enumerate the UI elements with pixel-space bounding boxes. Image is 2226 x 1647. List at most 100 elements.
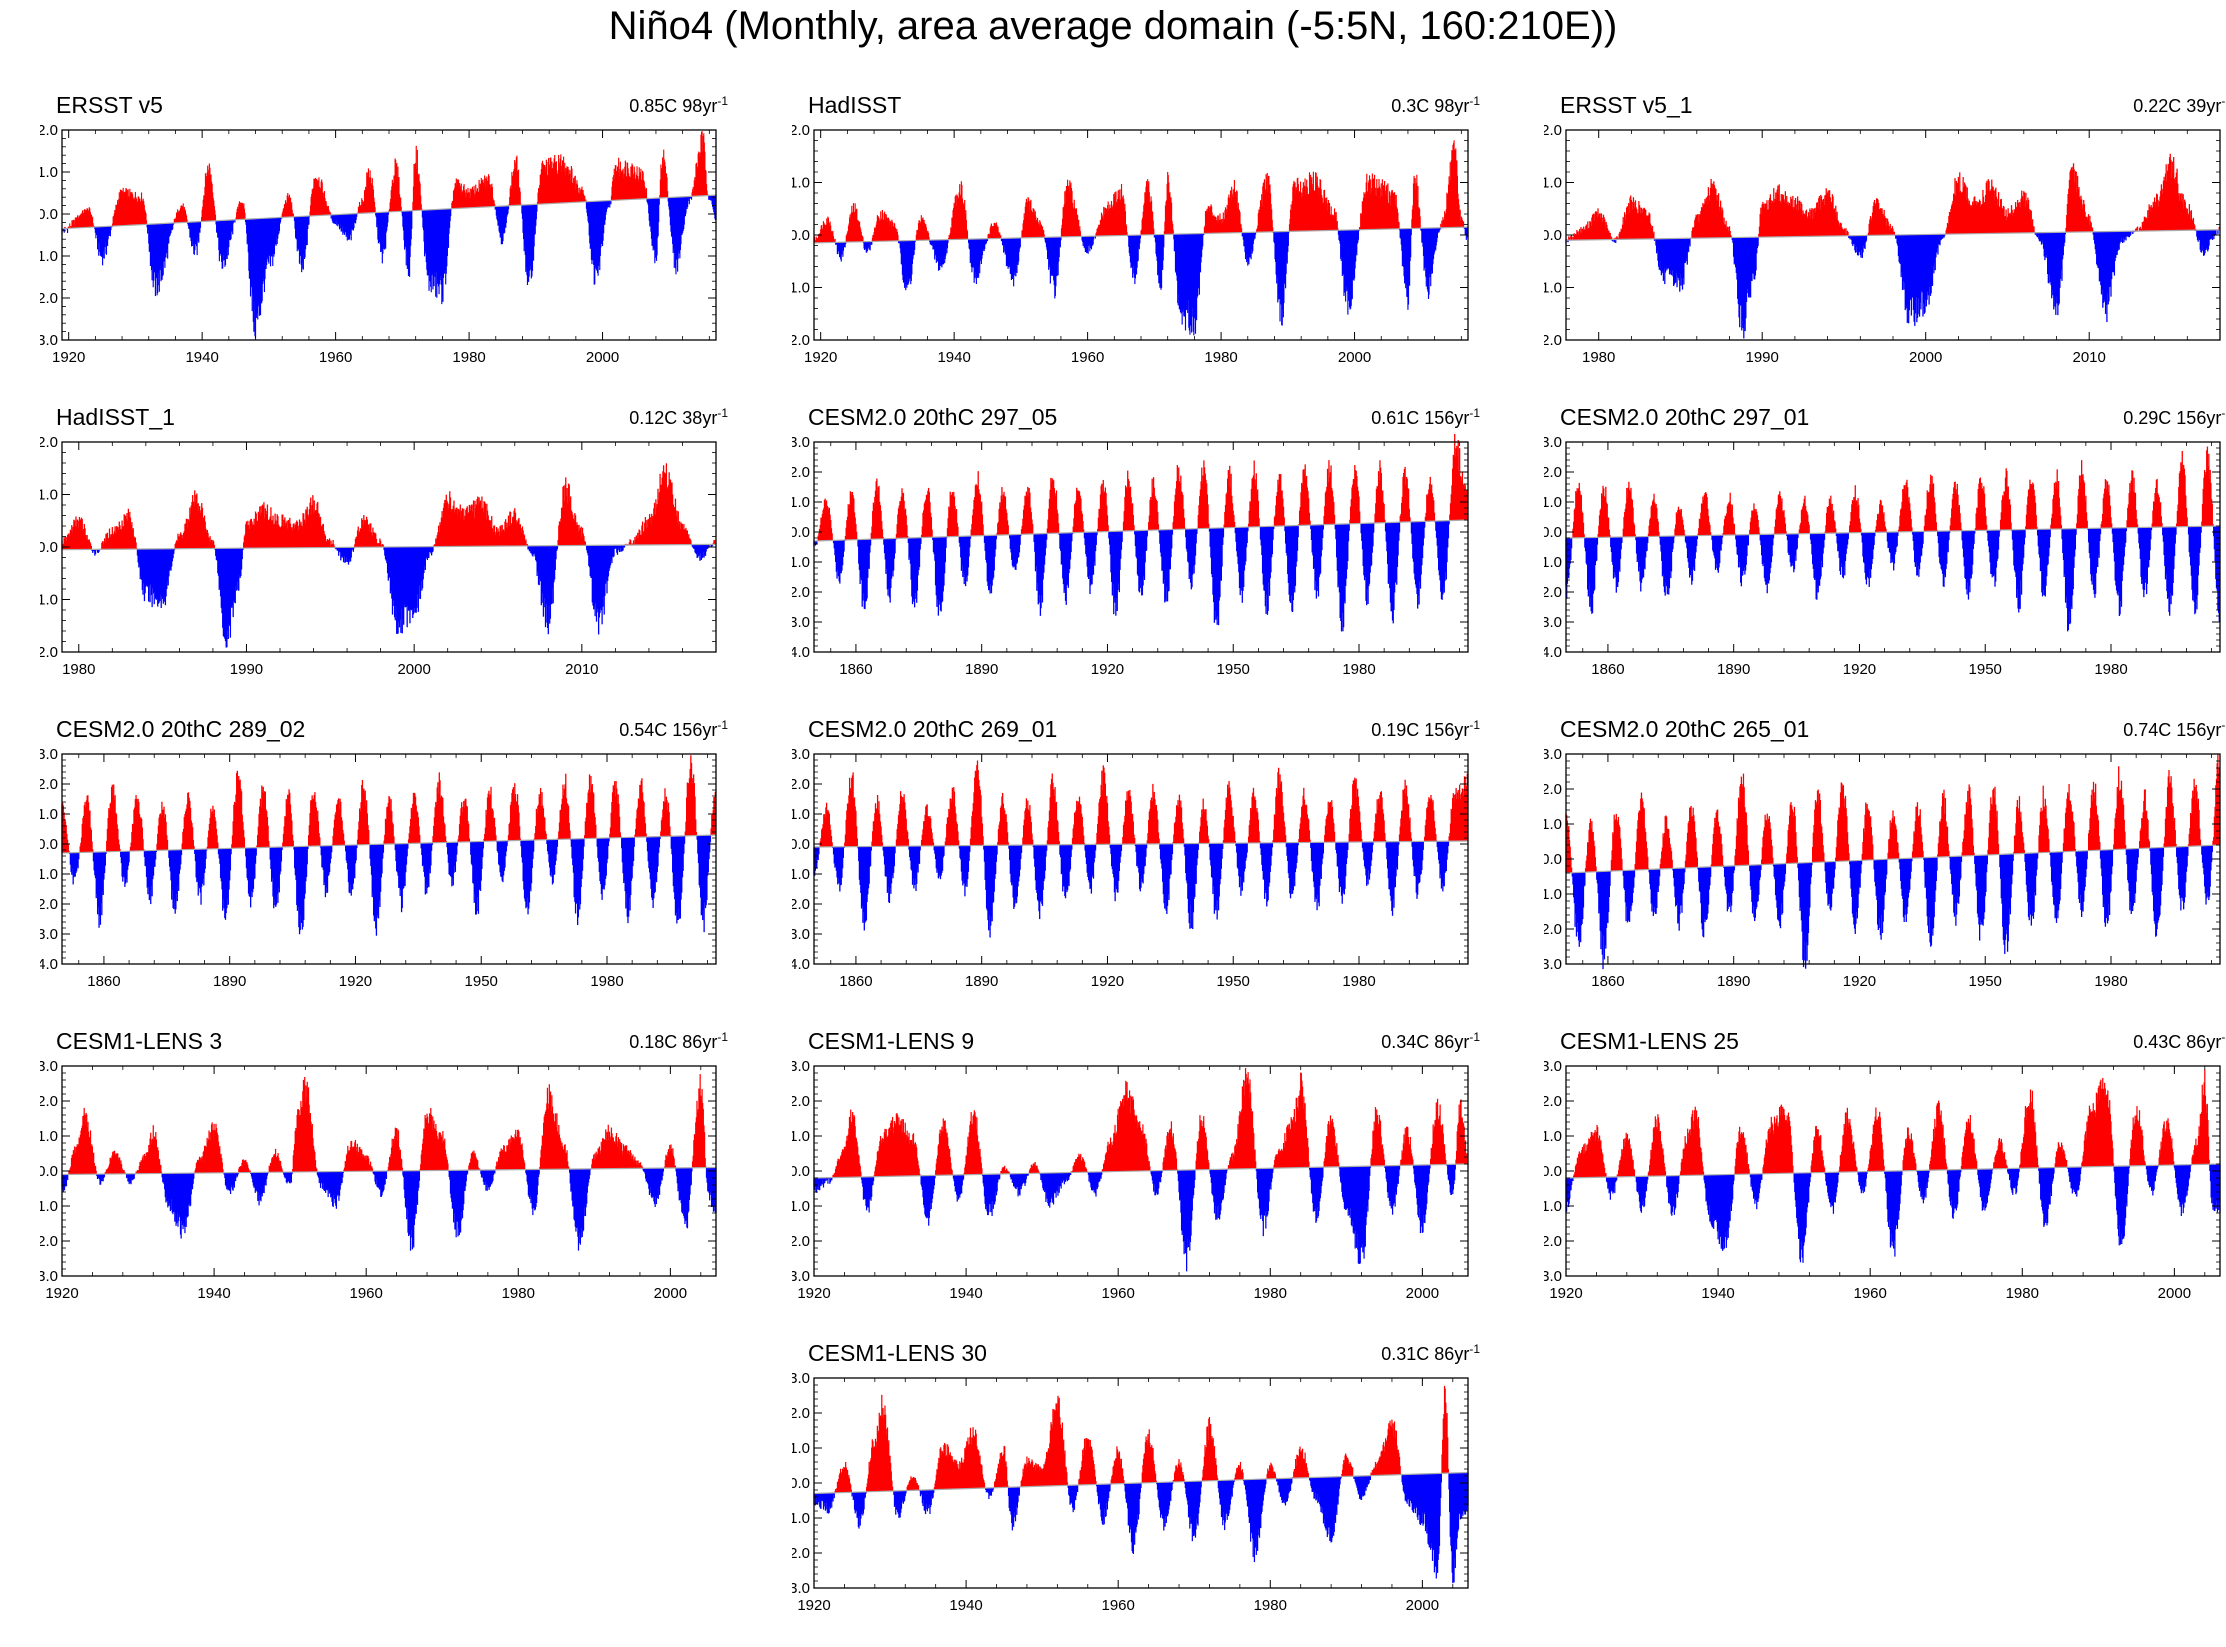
- positive-anomaly-bar: [289, 517, 291, 548]
- negative-anomaly-bar: [2104, 231, 2106, 300]
- negative-anomaly-bar: [995, 535, 997, 550]
- positive-anomaly-bar: [491, 528, 494, 547]
- negative-anomaly-bar: [1937, 234, 1939, 255]
- negative-anomaly-bar: [346, 547, 348, 562]
- positive-anomaly-bar: [103, 538, 106, 550]
- positive-anomaly-bar: [377, 543, 380, 548]
- negative-anomaly-bar: [865, 539, 867, 602]
- negative-anomaly-bar: [1848, 235, 1850, 238]
- negative-anomaly-bar: [540, 545, 542, 606]
- positive-anomaly-bar: [1650, 225, 1652, 239]
- positive-anomaly-bar: [2005, 209, 2007, 234]
- positive-anomaly-bar: [855, 524, 857, 540]
- positive-anomaly-bar: [2190, 210, 2193, 231]
- positive-anomaly-bar: [631, 543, 633, 546]
- negative-anomaly-bar: [1018, 534, 1021, 553]
- positive-anomaly-bar: [950, 494, 953, 537]
- negative-anomaly-bar: [836, 540, 838, 579]
- positive-anomaly-bar: [524, 541, 526, 546]
- positive-anomaly-bar: [1950, 205, 1953, 235]
- positive-anomaly-bar: [645, 528, 647, 545]
- positive-anomaly-bar: [108, 537, 110, 550]
- negative-anomaly-bar: [895, 538, 897, 540]
- negative-anomaly-bar: [2041, 232, 2043, 241]
- positive-anomaly-bar: [2143, 216, 2146, 231]
- positive-anomaly-bar: [82, 530, 84, 550]
- negative-anomaly-bar: [2037, 232, 2039, 236]
- y-tick-label: 2.0: [792, 122, 810, 139]
- positive-anomaly-bar: [1966, 187, 1968, 234]
- positive-anomaly-bar: [1622, 217, 1624, 240]
- positive-anomaly-bar: [689, 538, 691, 545]
- negative-anomaly-bar: [1756, 237, 1758, 254]
- negative-anomaly-bar: [1943, 234, 1945, 238]
- negative-anomaly-bar: [1659, 238, 1661, 262]
- positive-anomaly-bar: [565, 496, 568, 546]
- stat-exponent: -1: [2221, 94, 2226, 108]
- positive-anomaly-bar: [145, 220, 148, 225]
- negative-anomaly-bar: [859, 539, 861, 585]
- negative-anomaly-bar: [535, 545, 538, 562]
- negative-anomaly-bar: [2200, 230, 2203, 253]
- positive-anomaly-bar: [661, 477, 663, 545]
- positive-anomaly-bar: [370, 532, 373, 548]
- positive-anomaly-bar: [485, 519, 487, 547]
- positive-anomaly-bar: [1602, 214, 1605, 240]
- negative-anomaly-bar: [1854, 235, 1856, 251]
- negative-anomaly-bar: [169, 548, 171, 570]
- negative-anomaly-bar: [894, 538, 896, 554]
- negative-anomaly-bar: [165, 548, 167, 597]
- negative-anomaly-bar: [398, 546, 400, 622]
- positive-anomaly-bar: [1589, 221, 1591, 240]
- positive-anomaly-bar: [2029, 212, 2031, 233]
- positive-anomaly-bar: [1820, 196, 1823, 237]
- positive-anomaly-bar: [1606, 228, 1609, 240]
- positive-anomaly-bar: [2147, 217, 2150, 231]
- positive-anomaly-bar: [1171, 202, 1173, 235]
- positive-anomaly-bar: [486, 503, 488, 547]
- positive-anomaly-bar: [90, 546, 92, 550]
- positive-anomaly-bar: [506, 522, 508, 547]
- positive-anomaly-bar: [83, 524, 86, 550]
- negative-anomaly-bar: [1657, 238, 1659, 261]
- positive-anomaly-bar: [369, 523, 371, 548]
- negative-anomaly-bar: [425, 546, 427, 559]
- positive-anomaly-bar: [87, 540, 90, 550]
- positive-anomaly-bar: [2151, 207, 2154, 231]
- positive-anomaly-bar: [1951, 203, 1953, 235]
- positive-anomaly-bar: [78, 520, 80, 550]
- y-tick-label: -2.0: [792, 332, 810, 349]
- negative-anomaly-bar: [418, 546, 420, 599]
- negative-anomaly-bar: [2059, 232, 2062, 279]
- positive-anomaly-bar: [1767, 209, 1769, 238]
- negative-anomaly-bar: [589, 545, 591, 577]
- negative-anomaly-bar: [1933, 234, 1935, 274]
- positive-anomaly-bar: [76, 519, 79, 550]
- negative-anomaly-bar: [587, 545, 589, 556]
- positive-anomaly-bar: [303, 519, 306, 548]
- positive-anomaly-bar: [928, 491, 930, 538]
- positive-anomaly-bar: [475, 504, 477, 547]
- negative-anomaly-bar: [939, 536, 942, 611]
- positive-anomaly-bar: [333, 544, 335, 548]
- positive-anomaly-bar: [2155, 207, 2157, 231]
- positive-anomaly-bar: [434, 544, 436, 547]
- positive-anomaly-bar: [64, 536, 67, 550]
- negative-anomaly-bar: [619, 545, 621, 548]
- negative-anomaly-bar: [144, 548, 146, 594]
- negative-anomaly-bar: [2126, 231, 2128, 237]
- positive-anomaly-bar: [502, 530, 504, 547]
- negative-anomaly-bar: [94, 549, 96, 556]
- negative-anomaly-bar: [993, 535, 995, 571]
- negative-anomaly-bar: [1675, 238, 1677, 283]
- negative-anomaly-bar: [618, 545, 620, 548]
- negative-anomaly-bar: [2102, 231, 2104, 308]
- positive-anomaly-bar: [1634, 200, 1637, 240]
- negative-anomaly-bar: [944, 536, 947, 563]
- positive-anomaly-bar: [381, 544, 383, 548]
- negative-anomaly-bar: [1741, 237, 1744, 321]
- positive-anomaly-bar: [106, 533, 108, 550]
- negative-anomaly-bar: [2096, 231, 2099, 266]
- negative-anomaly-bar: [1852, 235, 1855, 244]
- positive-anomaly-bar: [2073, 169, 2075, 233]
